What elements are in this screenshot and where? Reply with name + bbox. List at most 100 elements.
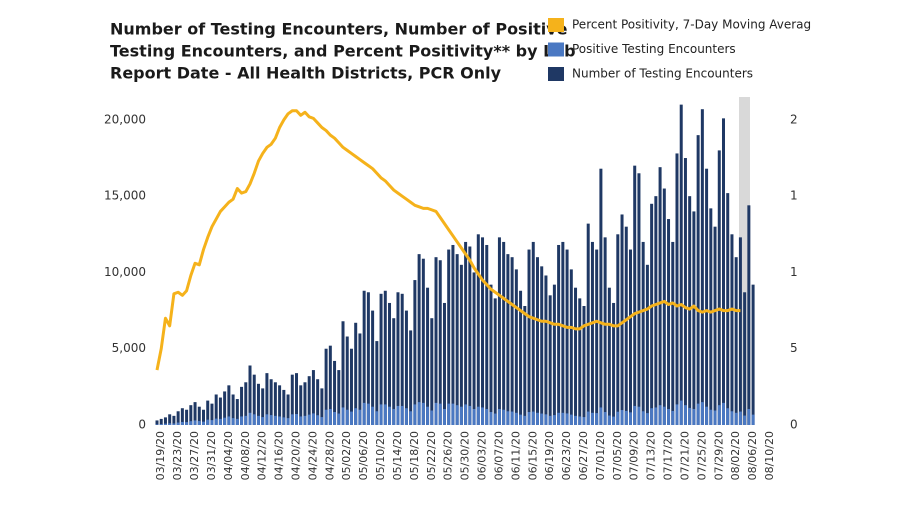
bar [227,416,231,425]
bar [481,237,485,425]
bar [349,348,353,425]
bar [311,370,315,425]
bar [751,414,755,425]
bar [595,249,599,425]
bar [299,385,303,425]
x-tick-label: 06/27/20 [577,431,590,480]
bar [163,417,167,425]
bar [637,173,641,425]
bar [383,404,387,425]
bar [286,394,290,425]
bar [485,244,489,425]
bar [557,412,561,425]
bar [667,408,671,425]
bar [379,293,383,425]
bar [730,234,734,425]
bar [607,287,611,425]
bar [700,109,704,425]
bar [561,412,565,425]
bar [700,402,704,425]
bar [388,302,392,425]
bar [510,411,514,425]
bar [278,385,282,425]
bar [442,302,446,425]
bar [489,284,493,425]
bar [713,226,717,425]
bar [193,420,197,425]
bar [692,408,696,425]
bar [620,410,624,425]
bar [371,310,375,425]
bar [172,415,176,425]
bar [650,203,654,425]
bar [616,411,620,425]
bar [696,135,700,426]
bar [176,422,180,425]
bar [654,407,658,425]
x-tick-label: 04/24/20 [306,431,319,480]
bar [671,241,675,425]
bar [210,403,214,425]
bar [675,404,679,425]
bar [514,412,518,425]
bar [375,411,379,425]
bar [269,415,273,425]
bar [362,402,366,425]
bar [447,403,451,425]
bar [248,412,252,425]
legend-label: Positive Testing Encounters [572,42,736,56]
bar [180,421,184,425]
bar [468,405,472,425]
bar [345,336,349,425]
x-tick-label: 08/06/20 [746,431,759,480]
bar [434,402,438,425]
bar [189,405,193,425]
bar [734,412,738,425]
bar [557,244,561,425]
bar [227,385,231,425]
bar [527,249,531,425]
bar [717,150,721,425]
x-tick-label: 03/31/20 [205,431,218,480]
bar [607,415,611,425]
bar [468,246,472,425]
bar [595,413,599,425]
bar [679,104,683,426]
bar [654,196,658,425]
bar [358,409,362,425]
bar [599,168,603,425]
bar [333,360,337,425]
bar [540,266,544,425]
bar [493,413,497,425]
x-tick-label: 04/16/20 [273,431,286,480]
bar [214,418,218,425]
bar [417,402,421,425]
bar [709,208,713,425]
x-tick-label: 05/22/20 [425,431,438,480]
bar [358,333,362,425]
bar [341,407,345,425]
line [155,109,741,371]
bar [671,410,675,425]
bar [438,260,442,425]
bar [286,418,290,425]
bar [218,418,222,425]
bar [430,410,434,425]
bar [261,417,265,425]
x-tick-label: 06/23/20 [560,431,573,480]
bar [637,406,641,425]
bar [675,153,679,425]
bar [197,421,201,425]
bar [337,413,341,425]
chart-title: Report Date - All Health Districts, PCR … [110,64,502,83]
bar [256,383,260,425]
bar [290,374,294,425]
bar [324,348,328,425]
bar [438,403,442,425]
x-tick-label: 05/10/20 [374,431,387,480]
bar [688,407,692,425]
bar [645,264,649,425]
bar [383,290,387,425]
bar [168,414,172,425]
